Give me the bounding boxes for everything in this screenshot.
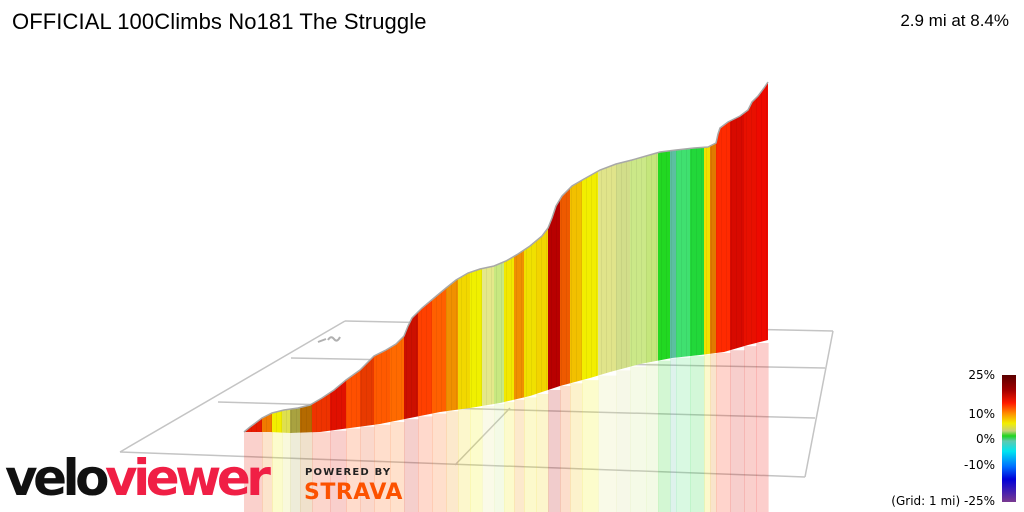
grid-line <box>119 451 806 478</box>
grid-line <box>119 320 346 453</box>
profile-reflection <box>244 343 769 512</box>
gradient-segment <box>658 82 671 433</box>
reflection-segment <box>312 432 331 512</box>
reflection-segment <box>630 366 647 512</box>
gradient-segment <box>330 82 347 433</box>
gradient-segment <box>524 82 537 433</box>
legend-label: 25% <box>968 368 995 382</box>
gradient-segment <box>494 82 505 433</box>
reflection-segment <box>404 419 419 512</box>
strava-logo[interactable]: STRAVA <box>304 480 403 505</box>
reflection-segment <box>300 432 313 512</box>
gradient-segment <box>710 82 717 433</box>
compass-icon <box>317 336 341 343</box>
reflection-segment <box>756 343 769 512</box>
legend-label: -10% <box>963 458 995 472</box>
logo-velo-text: velo <box>5 449 110 507</box>
reflection-segment <box>494 404 505 512</box>
gradient-segment <box>262 82 273 433</box>
reflection-segment <box>524 397 537 512</box>
legend-label: 0% <box>975 432 995 446</box>
reflection-segment <box>690 356 705 512</box>
gradient-segment <box>646 82 659 433</box>
reflection-segment <box>676 357 691 512</box>
gradient-segment <box>630 82 647 433</box>
gradient-legend-bar <box>1002 375 1016 502</box>
reflection-segment <box>360 426 375 512</box>
gradient-segment <box>690 82 705 433</box>
reflection-segment <box>432 413 447 512</box>
reflection-segment <box>548 390 561 512</box>
reflection-segment <box>282 432 291 512</box>
reflection-segment <box>710 353 717 512</box>
reflection-segment <box>744 346 757 512</box>
reflection-segment <box>290 433 301 512</box>
reflection-segment <box>730 350 745 512</box>
legend-label: 10% <box>968 407 995 421</box>
gradient-segment <box>300 82 313 433</box>
grid-line <box>454 407 511 466</box>
gradient-segment <box>360 82 375 433</box>
gradient-segment <box>272 82 283 433</box>
gradient-segment <box>504 82 515 433</box>
gradient-segment <box>482 82 495 433</box>
legend-label: (Grid: 1 mi) -25% <box>891 494 995 508</box>
grid-line <box>804 330 834 478</box>
reflection-segment <box>716 353 731 512</box>
reflection-segment <box>244 432 263 512</box>
gradient-segment <box>432 82 447 433</box>
profile-outline <box>243 81 769 433</box>
powered-by-label: POWERED BY <box>305 467 392 478</box>
gradient-segment <box>282 82 291 433</box>
reflection-segment <box>482 406 495 512</box>
gradient-segment <box>670 82 677 433</box>
reflection-segment <box>470 408 483 512</box>
reflection-segment <box>458 409 471 512</box>
gradient-segment <box>390 82 405 433</box>
reflection-segment <box>570 383 583 512</box>
veloviewer-logo[interactable]: veloviewer <box>5 448 271 508</box>
reflection-segment <box>504 402 515 512</box>
gradient-segment <box>704 82 711 433</box>
gradient-segment <box>616 82 631 433</box>
gradient-segment <box>676 82 691 433</box>
page-title: OFFICIAL 100Climbs No181 The Struggle <box>12 9 427 34</box>
reflection-segment <box>560 386 571 512</box>
logo-viewer-text: viewer <box>105 449 271 507</box>
reflection-segment <box>704 354 711 512</box>
reflection-segment <box>514 399 525 512</box>
gradient-segment <box>458 82 471 433</box>
reflection-segment <box>262 432 273 512</box>
gradient-segment <box>560 82 571 433</box>
gradient-segment <box>244 82 263 433</box>
reflection-segment <box>582 380 599 512</box>
reflection-segment <box>446 411 459 512</box>
reflection-segment <box>616 370 631 512</box>
reflection-segment <box>272 432 283 512</box>
reflection-segment <box>658 360 671 512</box>
reflection-segment <box>330 430 347 512</box>
gradient-segment <box>346 82 361 433</box>
reflection-segment <box>670 358 677 512</box>
gradient-segment <box>418 82 433 433</box>
gradient-segment <box>290 82 301 433</box>
reflection-segment <box>536 394 549 512</box>
reflection-segment <box>646 362 659 512</box>
gradient-segment <box>730 82 745 433</box>
reflection-segment <box>346 428 361 512</box>
gradient-segment <box>514 82 525 433</box>
reflection-segment <box>598 375 617 512</box>
climb-summary: 2.9 mi at 8.4% <box>900 11 1009 30</box>
gradient-segment <box>312 82 331 433</box>
reflection-segment <box>390 422 405 512</box>
reflection-segment <box>418 416 433 512</box>
reflection-segment <box>374 424 391 512</box>
gradient-segment <box>716 82 731 433</box>
